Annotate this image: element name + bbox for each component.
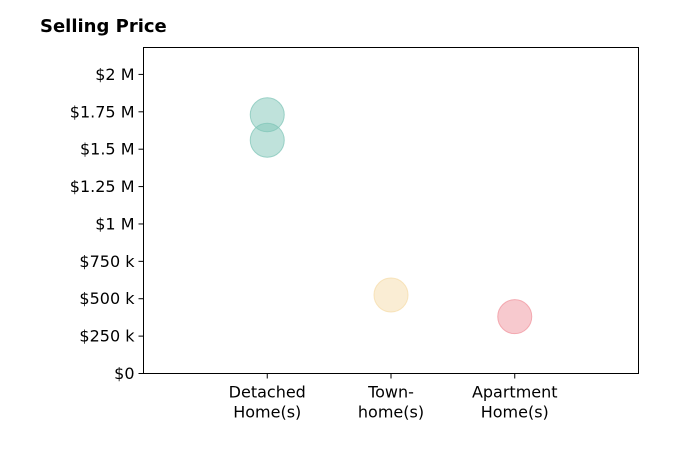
y-axis: $0 $250 k $500 k $750 k $1 M $1.25 M $1.5 M $1.… bbox=[70, 65, 144, 383]
x-tick-label: Detached Home(s) bbox=[229, 383, 306, 422]
y-tick-label: $750 k bbox=[79, 252, 135, 271]
y-tick-label: $0 bbox=[114, 364, 134, 383]
x-axis: Detached Home(s) Town-home(s) Apartment Home… bbox=[229, 373, 558, 422]
x-tick-label: Town-home(s) bbox=[358, 383, 424, 422]
y-tick-label: $500 k bbox=[79, 289, 135, 308]
y-tick-label: $250 k bbox=[79, 327, 135, 346]
data-point bbox=[249, 122, 285, 158]
y-tick-label: $1.75 M bbox=[70, 102, 135, 121]
y-tick-label: $1.5 M bbox=[80, 140, 135, 159]
plot-frame bbox=[143, 47, 639, 374]
data-point bbox=[373, 277, 409, 313]
y-tick-label: $1 M bbox=[95, 214, 134, 233]
x-tick-label: Apartment Home(s) bbox=[472, 383, 558, 422]
y-tick-label: $2 M bbox=[95, 65, 134, 84]
chart-title: Selling Price bbox=[40, 16, 167, 37]
y-tick-label: $1.25 M bbox=[70, 177, 135, 196]
data-points bbox=[249, 97, 533, 335]
data-point bbox=[497, 299, 533, 335]
